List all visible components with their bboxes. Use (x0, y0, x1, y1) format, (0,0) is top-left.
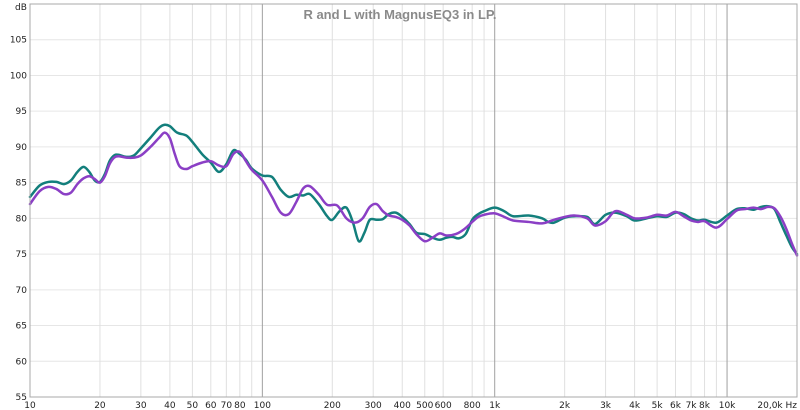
y-tick-label: 60 (16, 357, 28, 367)
y-tick-label: 65 (16, 322, 27, 332)
x-tick-label: 400 (394, 401, 411, 410)
x-tick-label: 3k (600, 401, 612, 410)
x-tick-label: 8k (699, 401, 711, 410)
x-tick-label: 5k (652, 401, 664, 410)
x-tick-label: 300 (365, 401, 382, 410)
x-tick-label: 60 (205, 401, 217, 410)
chart-title: R and L with MagnusEQ3 in LP. (303, 7, 496, 22)
x-tick-label: 50 (187, 401, 199, 410)
x-tick-label: 70 (221, 401, 233, 410)
y-axis-unit-label: dB (15, 3, 27, 13)
x-tick-label: 20 (94, 401, 106, 410)
x-tick-label: 200 (324, 401, 341, 410)
y-tick-label: 70 (16, 286, 28, 296)
x-tick-label: 80 (234, 401, 246, 410)
x-tick-label: 1k (489, 401, 501, 410)
y-axis-ticks: 55 60 65 70 75 80 85 90 95 100 105 (10, 36, 27, 403)
y-tick-label: 85 (16, 179, 27, 189)
x-tick-label: 10k (719, 401, 736, 410)
x-tick-label: 800 (464, 401, 481, 410)
x-axis-unit-label: 20,0k Hz (757, 401, 797, 410)
x-tick-label: 6k (670, 401, 682, 410)
x-axis-ticks: 10 20 30 40 50 60 70 80 100 200 300 400 500 600 800 1k 2… (24, 401, 736, 410)
series-line-2 (28, 131, 799, 257)
series-lines (28, 123, 799, 257)
x-tick-label: 30 (135, 401, 147, 410)
plot-frame (29, 3, 798, 398)
y-tick-label: 55 (16, 393, 27, 403)
x-tick-label: 7k (686, 401, 698, 410)
y-tick-label: 95 (16, 107, 27, 117)
x-tick-label: 500 (416, 401, 433, 410)
x-tick-label: 10 (24, 401, 36, 410)
x-tick-label: 600 (435, 401, 452, 410)
y-tick-label: 105 (10, 36, 27, 46)
x-tick-label: 2k (559, 401, 571, 410)
y-tick-label: 90 (16, 143, 28, 153)
x-tick-label: 40 (164, 401, 176, 410)
y-tick-label: 80 (16, 214, 28, 224)
y-tick-label: 75 (16, 250, 27, 260)
y-tick-label: 100 (10, 71, 27, 81)
x-tick-label: 100 (254, 401, 271, 410)
x-tick-label: 4k (629, 401, 641, 410)
